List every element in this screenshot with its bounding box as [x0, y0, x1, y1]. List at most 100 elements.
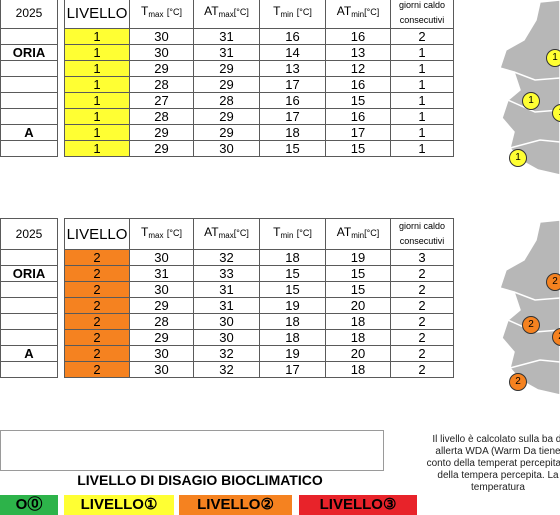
tmin-header: Tmin [°C]	[259, 0, 326, 29]
methodology-note: Il livello è calcolato sulla ba di aller…	[426, 434, 560, 493]
tmin-cell: 18	[259, 124, 326, 141]
days-cell: 2	[390, 313, 454, 330]
atmin-cell: 18	[325, 329, 391, 346]
table-row: 1 28 29 17 16 1	[0, 108, 454, 125]
table-row: A 1 29 29 18 17 1	[0, 124, 454, 141]
province-name	[0, 281, 58, 298]
province-name	[0, 361, 58, 378]
days-cell: 2	[390, 265, 454, 282]
tmin-cell: 18	[259, 313, 326, 330]
level-cell: 2	[64, 281, 130, 298]
map-level-badge: 1	[509, 149, 527, 167]
atmin-cell: 13	[325, 44, 391, 61]
level-cell: 1	[64, 28, 130, 45]
days-cell: 2	[390, 361, 454, 378]
atmax-cell: 29	[193, 76, 260, 93]
atmin-cell: 15	[325, 265, 391, 282]
tmax-cell: 30	[129, 249, 194, 266]
table-row: 2 29 30 18 18 2	[0, 329, 454, 346]
date-label: 2025	[0, 218, 58, 250]
tmin-cell: 16	[259, 28, 326, 45]
table-row: 1 29 29 13 12 1	[0, 60, 454, 77]
table-row: 2 30 32 18 19 3	[0, 249, 454, 266]
days-cell: 2	[390, 28, 454, 45]
atmin-cell: 15	[325, 281, 391, 298]
days-cell: 2	[390, 345, 454, 362]
tmin-cell: 19	[259, 297, 326, 314]
tmin-cell: 13	[259, 60, 326, 77]
atmin-cell: 16	[325, 76, 391, 93]
level-cell: 2	[64, 265, 130, 282]
atmin-cell: 20	[325, 297, 391, 314]
province-name: A	[0, 124, 58, 141]
days-cell: 1	[390, 140, 454, 157]
atmin-cell: 15	[325, 140, 391, 157]
atmax-cell: 31	[193, 28, 260, 45]
atmin-cell: 16	[325, 108, 391, 125]
info-box	[0, 430, 384, 471]
map-level-badge: 1	[546, 49, 560, 67]
atmin-cell: 18	[325, 361, 391, 378]
level-cell: 2	[64, 249, 130, 266]
tmax-cell: 28	[129, 108, 194, 125]
map-level-badge: 2	[546, 273, 560, 291]
atmin-header: ATmin[°C]	[325, 218, 391, 250]
level-cell: 2	[64, 297, 130, 314]
province-name: ORIA	[0, 265, 58, 282]
atmax-cell: 31	[193, 297, 260, 314]
province-name	[0, 140, 58, 157]
legend-title: LIVELLO DI DISAGIO BIOCLIMATICO	[77, 472, 323, 488]
tmin-cell: 18	[259, 249, 326, 266]
region-map-day2	[499, 220, 560, 396]
table-row: 2 29 31 19 20 2	[0, 297, 454, 314]
legend-level0: O⓪	[0, 495, 58, 515]
tmax-cell: 30	[129, 361, 194, 378]
tmin-cell: 15	[259, 265, 326, 282]
table-row: 2 28 30 18 18 2	[0, 313, 454, 330]
region-map-day1	[499, 0, 560, 176]
province-name	[0, 249, 58, 266]
days-cell: 1	[390, 92, 454, 109]
tmax-cell: 30	[129, 345, 194, 362]
province-name	[0, 108, 58, 125]
atmax-cell: 32	[193, 249, 260, 266]
tmax-cell: 31	[129, 265, 194, 282]
days-header: giorni caldo consecutivi	[390, 218, 454, 250]
table-row: ORIA 1 30 31 14 13 1	[0, 44, 454, 61]
days-cell: 2	[390, 329, 454, 346]
table-row: 1 28 29 17 16 1	[0, 76, 454, 93]
level-cell: 2	[64, 345, 130, 362]
province-name	[0, 329, 58, 346]
level-cell: 1	[64, 124, 130, 141]
province-name	[0, 92, 58, 109]
days-cell: 1	[390, 60, 454, 77]
atmax-header: ATmax[°C]	[193, 218, 260, 250]
province-name: A	[0, 345, 58, 362]
heat-table-day1: 2025 LIVELLO Tmax [°C] ATmax[°C] Tmin [°…	[0, 0, 454, 157]
tmax-cell: 29	[129, 329, 194, 346]
tmax-cell: 28	[129, 76, 194, 93]
tmax-cell: 27	[129, 92, 194, 109]
province-name	[0, 297, 58, 314]
province-name: ORIA	[0, 44, 58, 61]
atmax-cell: 28	[193, 92, 260, 109]
province-name	[0, 60, 58, 77]
legend-level1: LIVELLO①	[64, 495, 174, 515]
atmax-header: ATmax[°C]	[193, 0, 260, 29]
atmax-cell: 29	[193, 60, 260, 77]
level-cell: 1	[64, 92, 130, 109]
level-cell: 1	[64, 76, 130, 93]
days-cell: 1	[390, 124, 454, 141]
table-row: 2 30 31 15 15 2	[0, 281, 454, 298]
tmax-cell: 29	[129, 60, 194, 77]
days-cell: 2	[390, 297, 454, 314]
tmax-cell: 29	[129, 297, 194, 314]
days-cell: 1	[390, 44, 454, 61]
days-cell: 2	[390, 281, 454, 298]
table-row: ORIA 2 31 33 15 15 2	[0, 265, 454, 282]
atmax-cell: 29	[193, 124, 260, 141]
table-row: 2 30 32 17 18 2	[0, 361, 454, 378]
tmin-cell: 15	[259, 281, 326, 298]
map-level-badge: 1	[522, 92, 540, 110]
tmax-cell: 30	[129, 28, 194, 45]
